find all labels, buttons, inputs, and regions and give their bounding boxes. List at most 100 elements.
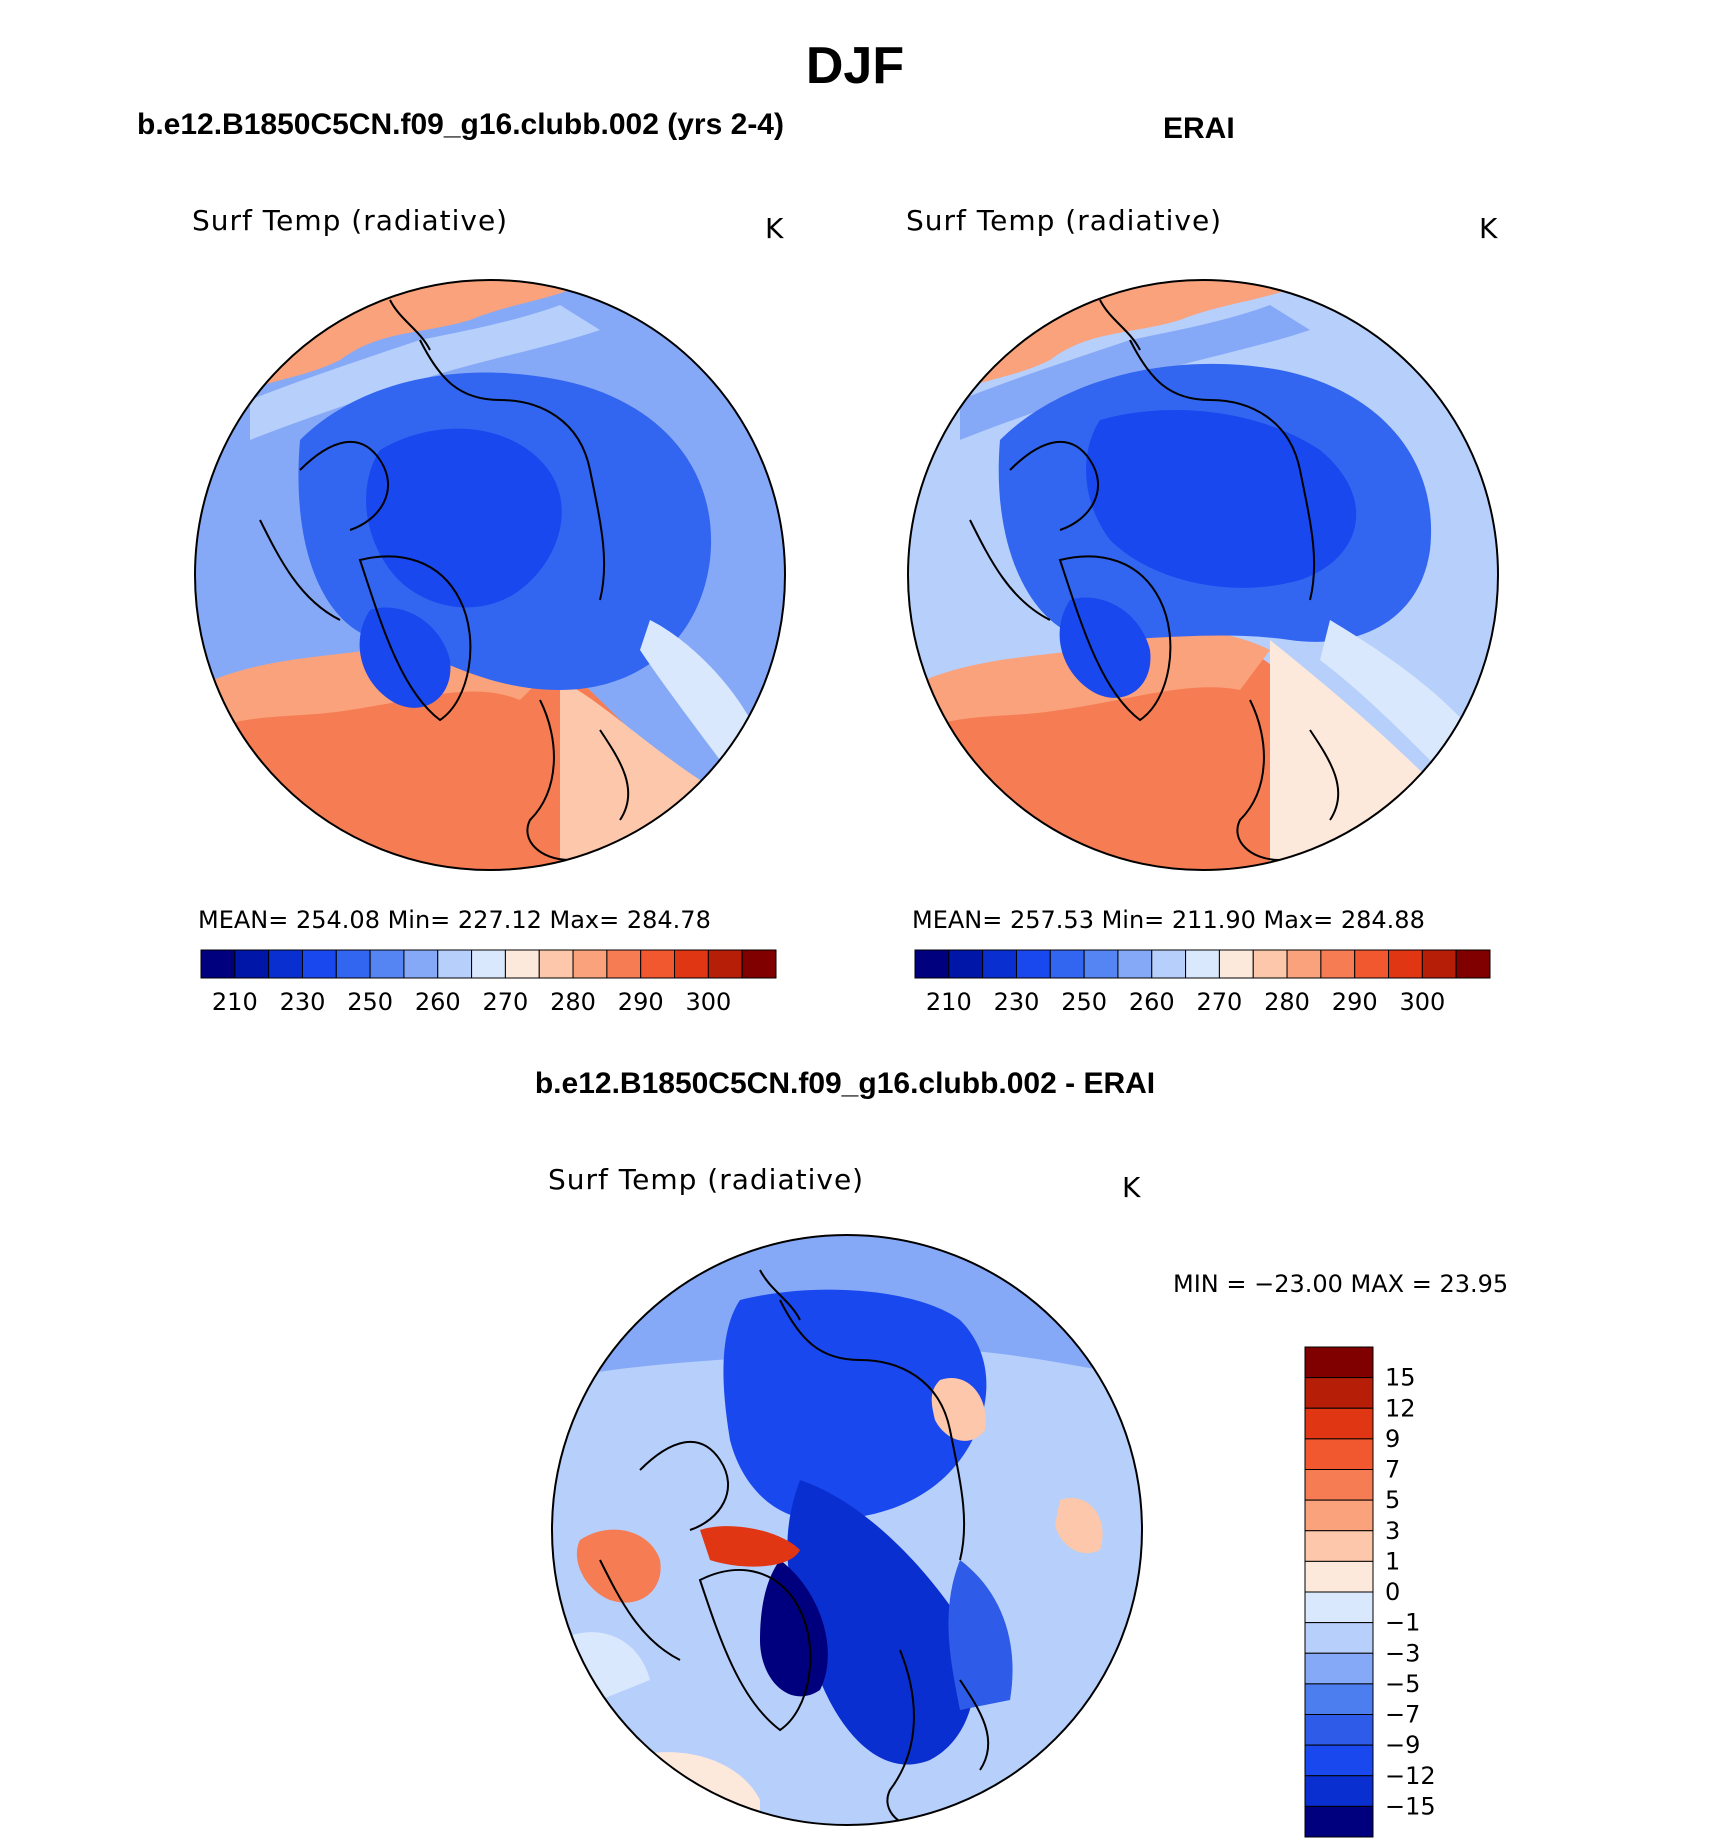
colorbar-3-swatch <box>1304 1805 1374 1838</box>
colorbar-3-swatch <box>1304 1622 1374 1654</box>
colorbar-2-swatch <box>1151 949 1187 979</box>
colorbar-3-tick-label: −5 <box>1385 1670 1420 1698</box>
colorbar-2-swatch <box>1117 949 1153 979</box>
map-1-greenland <box>359 607 451 708</box>
map-2-border <box>907 279 1499 871</box>
panel-1-title: b.e12.B1850C5CN.f09_g16.clubb.002 (yrs 2… <box>137 108 784 141</box>
map-1-border <box>194 279 786 871</box>
colorbar-2-swatch <box>1388 949 1423 979</box>
colorbar-1-swatch <box>403 949 439 979</box>
colorbar-3-swatch <box>1304 1469 1374 1501</box>
colorbar-1-swatch <box>538 949 574 979</box>
colorbar-3-tick-label: 12 <box>1385 1394 1416 1422</box>
map-3-cold-barents <box>787 1480 975 1765</box>
colorbar-1-tick-label: 290 <box>618 988 664 1016</box>
colorbar-1-tick-label: 210 <box>212 988 258 1016</box>
colorbar-3-tick-label: 15 <box>1385 1364 1416 1392</box>
colorbar-1-tick-label: 250 <box>347 988 393 1016</box>
colorbar-3-swatch <box>1304 1346 1374 1379</box>
colorbar-3-tick-label: −15 <box>1385 1792 1436 1820</box>
map-2-cold-core <box>1086 410 1357 588</box>
colorbar-3-tick-label: −12 <box>1385 1762 1436 1790</box>
panel-1-stats: MEAN= 254.08 Min= 227.12 Max= 284.78 <box>198 906 711 934</box>
colorbar-1: 210 230 250 260 270 280 290 300 <box>200 949 777 1016</box>
colorbar-2-swatch <box>1320 949 1356 979</box>
colorbar-1-swatch <box>234 949 270 979</box>
colorbar-1-swatch <box>674 949 709 979</box>
colorbar-1-swatch <box>606 949 642 979</box>
colorbar-3-swatch <box>1304 1530 1374 1562</box>
colorbar-3-tick-label: 7 <box>1385 1456 1400 1484</box>
panel-2-stats: MEAN= 257.53 Min= 211.90 Max= 284.88 <box>912 906 1425 934</box>
colorbar-2-tick-label: 300 <box>1399 988 1445 1016</box>
colorbar-3-swatch <box>1304 1775 1374 1807</box>
colorbar-1-tick-label: 270 <box>483 988 529 1016</box>
map-2 <box>908 280 1498 870</box>
colorbar-1-swatch <box>741 949 777 979</box>
colorbar-3-swatch <box>1304 1377 1374 1409</box>
colorbar-2-tick-label: 230 <box>994 988 1040 1016</box>
colorbar-3-swatch <box>1304 1683 1374 1715</box>
map-1 <box>195 280 785 870</box>
colorbar-2-swatch <box>982 949 1017 979</box>
map-1-light-europe <box>640 620 760 760</box>
colorbar-2-tick-label: 260 <box>1129 988 1175 1016</box>
colorbar-1-swatch <box>504 949 540 979</box>
map-3 <box>552 1235 1142 1825</box>
colorbar-3-tick-label: −7 <box>1385 1701 1420 1729</box>
colorbar-3-swatch <box>1304 1744 1374 1777</box>
colorbar-2-swatch <box>1015 949 1051 979</box>
figure-title: DJF <box>805 37 905 95</box>
colorbar-2-swatch <box>1286 949 1322 979</box>
map-1-cold-core <box>366 428 562 608</box>
panel-3-units: K <box>1122 1171 1141 1204</box>
map-3-border <box>551 1234 1143 1826</box>
map-3-cold-arctic <box>723 1289 987 1520</box>
colorbar-1-swatch <box>572 949 608 979</box>
colorbar-2-swatch <box>1455 949 1491 979</box>
colorbar-2-tick-label: 210 <box>926 988 972 1016</box>
colorbar-2-swatch <box>1049 949 1085 979</box>
colorbar-1-tick-label: 280 <box>550 988 596 1016</box>
colorbar-1-swatch <box>640 949 676 979</box>
colorbar-2-tick-label: 290 <box>1332 988 1378 1016</box>
colorbar-2-tick-label: 250 <box>1061 988 1107 1016</box>
colorbar-3-tick-label: 9 <box>1385 1425 1400 1453</box>
colorbar-2-swatch <box>948 949 984 979</box>
map-1-coastlines <box>259 299 630 861</box>
colorbar-3-tick-label: −9 <box>1385 1731 1420 1759</box>
panel-3-title: b.e12.B1850C5CN.f09_g16.clubb.002 - ERAI <box>534 1067 1156 1100</box>
map-3-warm-siberia <box>931 1378 986 1441</box>
colorbar-1-swatch <box>301 949 337 979</box>
colorbar-3-swatch <box>1304 1652 1374 1685</box>
colorbar-1-tick-label: 230 <box>280 988 326 1016</box>
colorbar-2-swatch <box>1083 949 1119 979</box>
colorbar-2-swatch <box>1252 949 1288 979</box>
map-2-light-europe <box>1320 620 1480 770</box>
panel-2-units: K <box>1479 212 1498 245</box>
colorbar-3-tick-label: 0 <box>1385 1578 1400 1606</box>
colorbar-3-swatch <box>1304 1714 1374 1746</box>
colorbar-3-swatch <box>1304 1591 1374 1624</box>
map-2-coastlines <box>969 299 1340 861</box>
colorbar-1-swatch <box>268 949 303 979</box>
colorbar-3-tick-label: 3 <box>1385 1517 1400 1545</box>
colorbar-3-tick-label: 1 <box>1385 1547 1400 1575</box>
colorbar-2-swatch <box>1354 949 1390 979</box>
colorbar-3-swatch <box>1304 1438 1374 1470</box>
colorbar-1-swatch <box>200 949 236 979</box>
colorbar-2-tick-label: 270 <box>1197 988 1243 1016</box>
map-3-warm-spot <box>1055 1498 1103 1554</box>
colorbar-3-tick-label: −3 <box>1385 1639 1420 1667</box>
map-1-cool-band <box>250 305 600 440</box>
map-3-warm-archipelago <box>700 1526 800 1567</box>
colorbar-2: 210 230 250 260 270 280 290 300 <box>914 949 1491 1016</box>
panel-2-title: ERAI <box>1163 112 1235 145</box>
colorbar-2-swatch <box>1185 949 1220 979</box>
colorbar-2-swatch <box>914 949 950 979</box>
colorbar-3-swatch <box>1304 1407 1374 1440</box>
colorbar-3-tick-label: −1 <box>1385 1609 1420 1637</box>
panel-3-stats: MIN = −23.00 MAX = 23.95 <box>1173 1270 1509 1298</box>
